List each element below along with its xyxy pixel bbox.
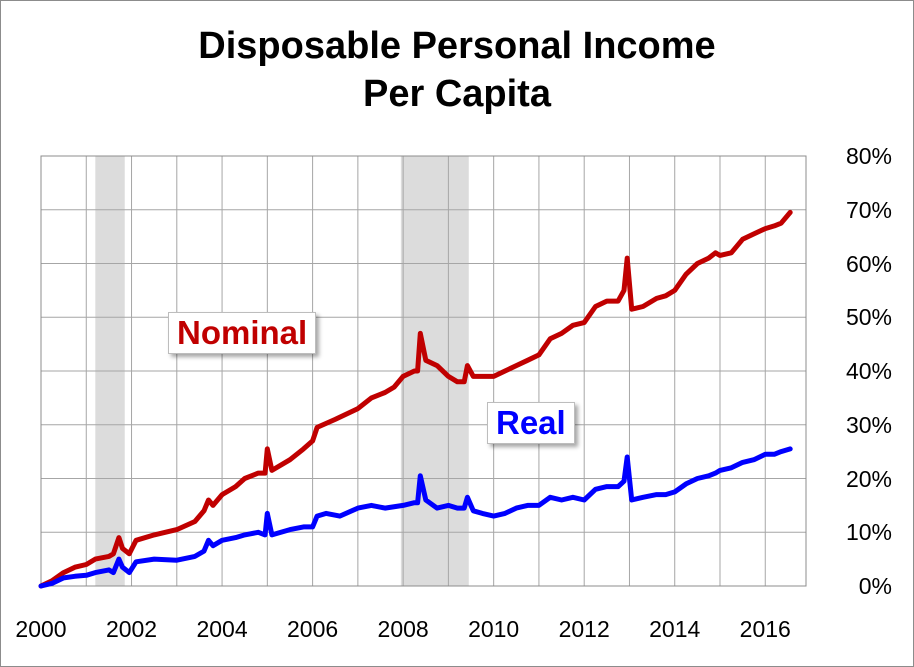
series-label-real: Real: [487, 402, 575, 444]
y-tick-label: 20%: [845, 465, 892, 492]
x-tick-label: 2010: [468, 616, 520, 642]
series-line-nominal: [38, 209, 793, 589]
plot-border: [40, 155, 807, 587]
y-tick-label: 30%: [845, 411, 892, 438]
x-tick-label: 2002: [105, 616, 158, 642]
y-tick-label: 80%: [845, 143, 892, 169]
y-tick-label: 10%: [845, 519, 892, 546]
y-tick-label: 50%: [845, 304, 892, 331]
x-tick-label: 2004: [196, 616, 248, 642]
series-lines: [38, 209, 793, 589]
x-tick-label: 2006: [287, 616, 339, 642]
x-tick-label: 2014: [649, 616, 701, 642]
chart-title: Disposable Personal Income Per Capita: [0, 22, 914, 118]
x-tick-label: 2008: [377, 616, 429, 642]
series-label-nominal: Nominal: [168, 312, 317, 354]
y-tick-label: 40%: [845, 358, 892, 384]
chart-title-line2: Per Capita: [363, 73, 551, 115]
y-tick-label: 70%: [845, 196, 892, 223]
y-tick-label: 0%: [858, 573, 892, 599]
chart-title-line1: Disposable Personal Income: [198, 25, 716, 67]
y-tick-label: 60%: [845, 250, 892, 277]
x-tick-label: 2012: [558, 616, 610, 642]
x-tick-label: 2016: [739, 616, 791, 642]
x-tick-label: 2000: [15, 616, 67, 642]
series-line-real: [38, 446, 793, 589]
